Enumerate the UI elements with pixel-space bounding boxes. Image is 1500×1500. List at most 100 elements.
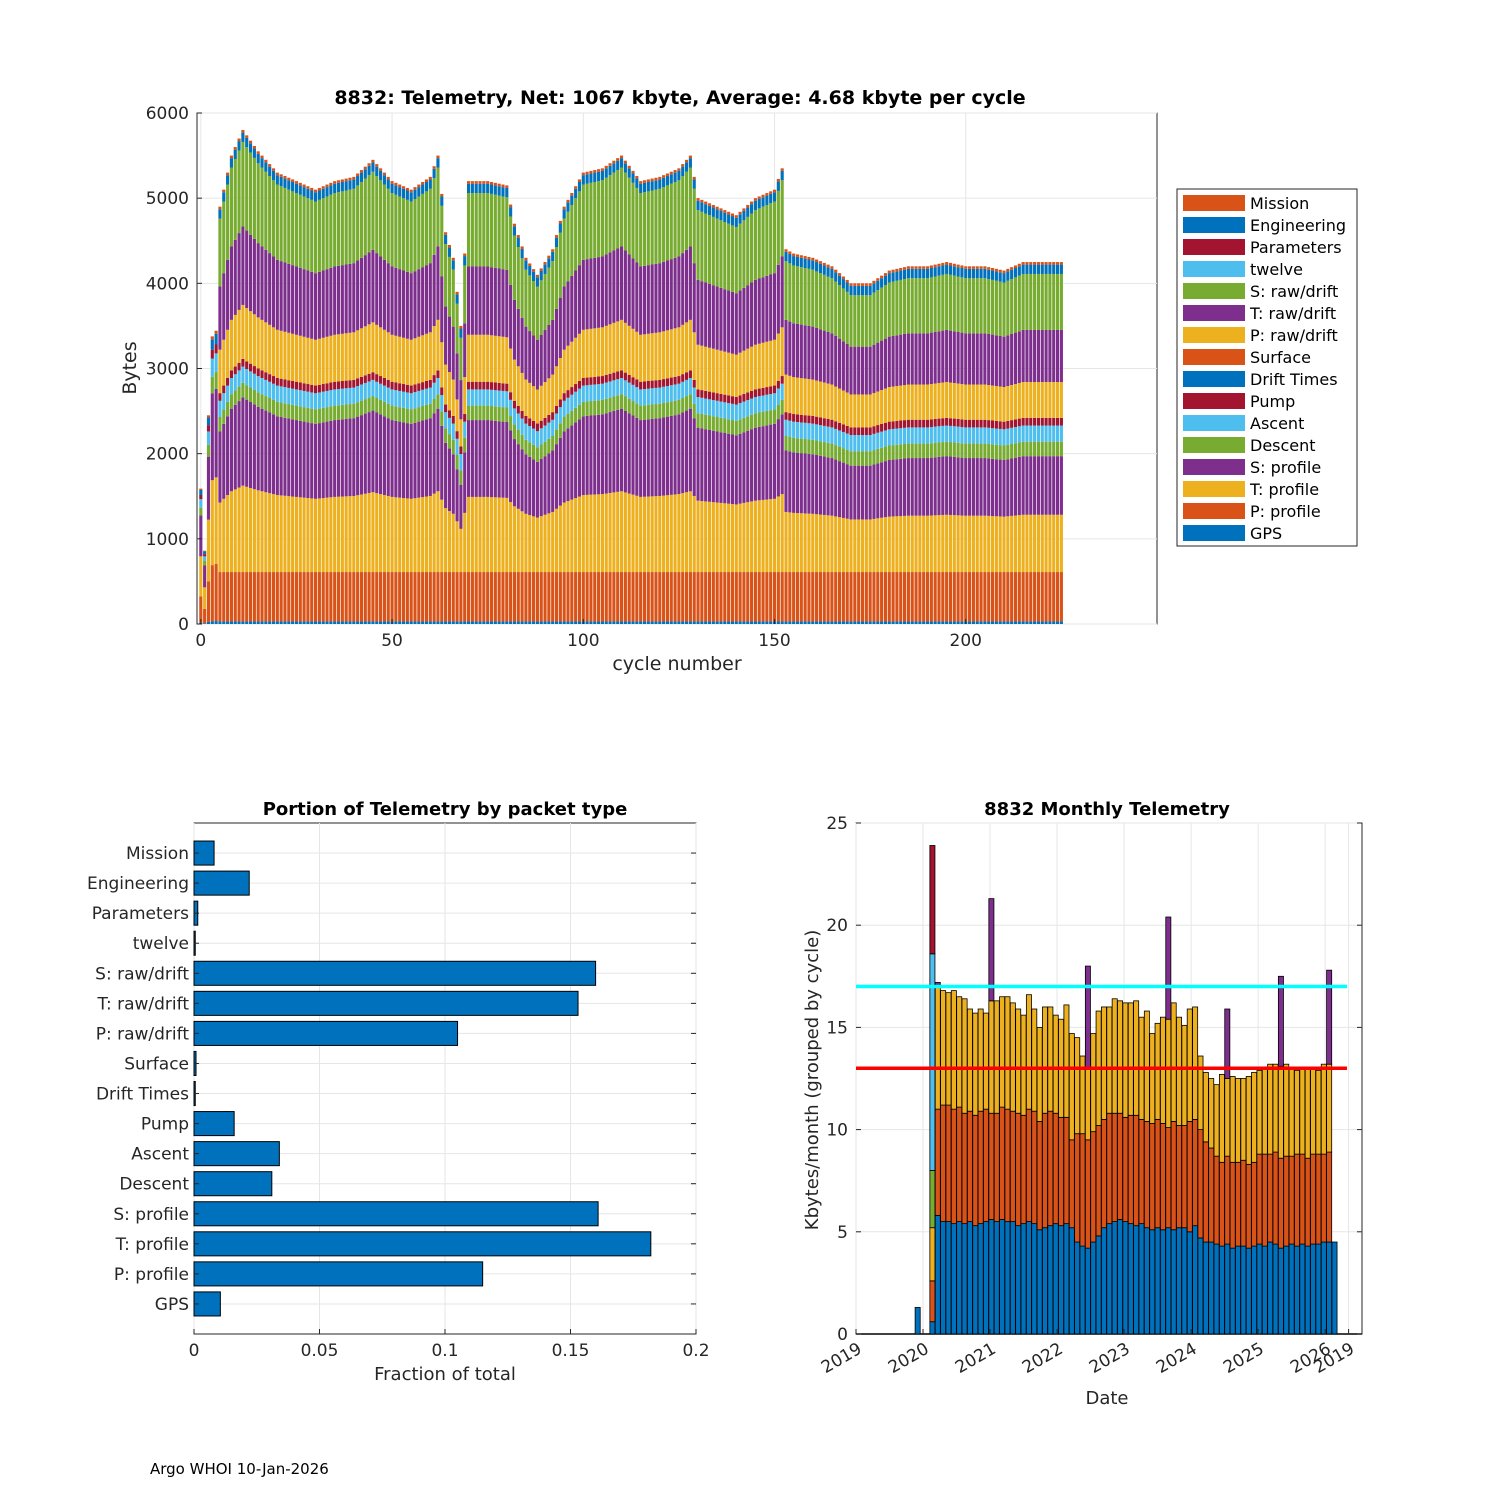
cycle-bar-segment <box>681 374 685 382</box>
cycle-bar-segment <box>581 172 585 176</box>
cycle-bar-segment <box>390 181 394 184</box>
cycle-bar-segment <box>784 249 788 252</box>
cycle-bar <box>815 259 819 624</box>
cycle-bar-segment <box>310 392 314 409</box>
cycle-bar-segment <box>574 270 578 338</box>
cycle-bar-segment <box>359 621 364 624</box>
cycle-bar-segment <box>279 174 283 177</box>
cycle-bar-segment <box>528 331 532 383</box>
month-bar-segment <box>1326 1063 1333 1153</box>
cycle-bar-segment <box>421 621 425 624</box>
cycle-bar <box>466 181 471 624</box>
cycle-bar-segment <box>256 621 260 624</box>
month-bar-segment <box>1154 1022 1161 1120</box>
legend-swatch <box>1183 195 1245 211</box>
cycle-bar-segment <box>903 420 907 428</box>
cycle-bar-segment <box>918 427 922 444</box>
month-bar-segment <box>1101 1006 1107 1120</box>
cycle-bar <box>516 235 520 624</box>
cycle-bar-segment <box>658 379 662 388</box>
cycle-bar-segment <box>945 425 949 442</box>
month-bar <box>1122 1002 1129 1335</box>
cycle-bar-segment <box>1052 264 1056 274</box>
cycle-bar-segment <box>960 332 964 385</box>
cycle-bar-segment <box>612 172 616 251</box>
cycle-bar-segment <box>788 321 792 376</box>
cycle-bar-segment <box>398 572 402 622</box>
cycle-bar-segment <box>245 399 249 487</box>
cycle-bar-segment <box>241 132 245 142</box>
cycle-bar-segment <box>478 266 482 335</box>
cycle-bar-segment <box>1048 514 1052 573</box>
cycle-bar-segment <box>535 277 539 287</box>
cycle-bar-segment <box>845 449 849 465</box>
cycle-bar-segment <box>532 335 536 387</box>
legend-swatch <box>1183 217 1245 233</box>
br-y-tick-label: 10 <box>826 1121 848 1141</box>
month-bar-segment <box>1127 1223 1134 1335</box>
br-x-tick-label: 2024 <box>1153 1339 1200 1378</box>
cycle-bar-segment <box>918 384 922 420</box>
cycle-bar-segment <box>1029 417 1033 426</box>
cycle-bar-segment <box>367 572 371 622</box>
cycle-bar-segment <box>260 155 264 159</box>
cycle-bar-segment <box>971 621 975 624</box>
cycle-bar-segment <box>390 183 394 194</box>
cycle-bar-segment <box>1017 331 1021 384</box>
cycle-bar-segment <box>868 285 872 296</box>
cycle-bar-segment <box>646 333 650 381</box>
month-bar-segment <box>950 990 957 1110</box>
cycle-bar-segment <box>264 159 268 163</box>
cycle-bar-segment <box>983 384 987 420</box>
cycle-bar-segment <box>570 193 574 196</box>
cycle-bar-segment <box>264 621 268 624</box>
cycle-bar-segment <box>948 572 953 622</box>
cycle-bar-segment <box>493 572 497 622</box>
cycle-bar-segment <box>482 334 486 382</box>
cycle-bar-segment <box>604 621 608 624</box>
cycle-bar-segment <box>738 395 742 404</box>
cycle-bar-segment <box>964 572 968 622</box>
cycle-bar-segment <box>489 420 494 498</box>
month-bar-segment <box>1320 1153 1327 1243</box>
cycle-bar-segment <box>470 334 474 382</box>
cycle-bar-segment <box>268 324 272 375</box>
cycle-bar-segment <box>619 155 624 159</box>
cycle-bar-segment <box>860 283 865 286</box>
month-bar-segment <box>1047 1225 1054 1335</box>
cycle-bar-segment <box>834 428 838 446</box>
cycle-bar-segment <box>310 384 314 393</box>
cycle-bar-segment <box>474 183 478 194</box>
month-bar-segment <box>1004 996 1011 1110</box>
cycle-bar-segment <box>704 390 708 399</box>
month-bar-segment <box>1160 1016 1166 1124</box>
cycle-bar-segment <box>382 416 386 496</box>
cycle-bar <box>214 330 218 624</box>
cycle-bar-segment <box>765 341 769 388</box>
cycle-bar <box>681 164 685 624</box>
cycle-bar-segment <box>424 388 429 405</box>
cycle-bar-segment <box>398 621 402 624</box>
cycle-bar-segment <box>604 168 608 178</box>
cycle-bar-segment <box>960 384 964 420</box>
cycle-bar-segment <box>975 278 979 334</box>
cycle-bar-segment <box>780 383 784 400</box>
cycle-bar-segment <box>547 572 551 622</box>
cycle-bar-segment <box>673 415 677 495</box>
month-bar-segment <box>1315 1243 1322 1335</box>
cycle-bar-segment <box>746 348 750 393</box>
cycle-bar-segment <box>547 621 551 624</box>
cycle-bar-segment <box>363 255 367 327</box>
cycle-bar-segment <box>956 383 960 419</box>
cycle-bar-segment <box>968 572 972 622</box>
cycle-bar-segment <box>792 512 796 573</box>
cycle-bar-segment <box>229 621 233 624</box>
month-bar-segment <box>1111 1221 1118 1335</box>
cycle-bar-segment <box>585 401 589 416</box>
bl-category-label: Ascent <box>131 1145 189 1165</box>
cycle-bar-segment <box>329 335 333 383</box>
cycle-bar-segment <box>325 184 329 188</box>
cycle-bar-segment <box>1017 383 1021 419</box>
cycle-bar-segment <box>822 265 826 275</box>
cycle-bar-segment <box>333 381 337 390</box>
